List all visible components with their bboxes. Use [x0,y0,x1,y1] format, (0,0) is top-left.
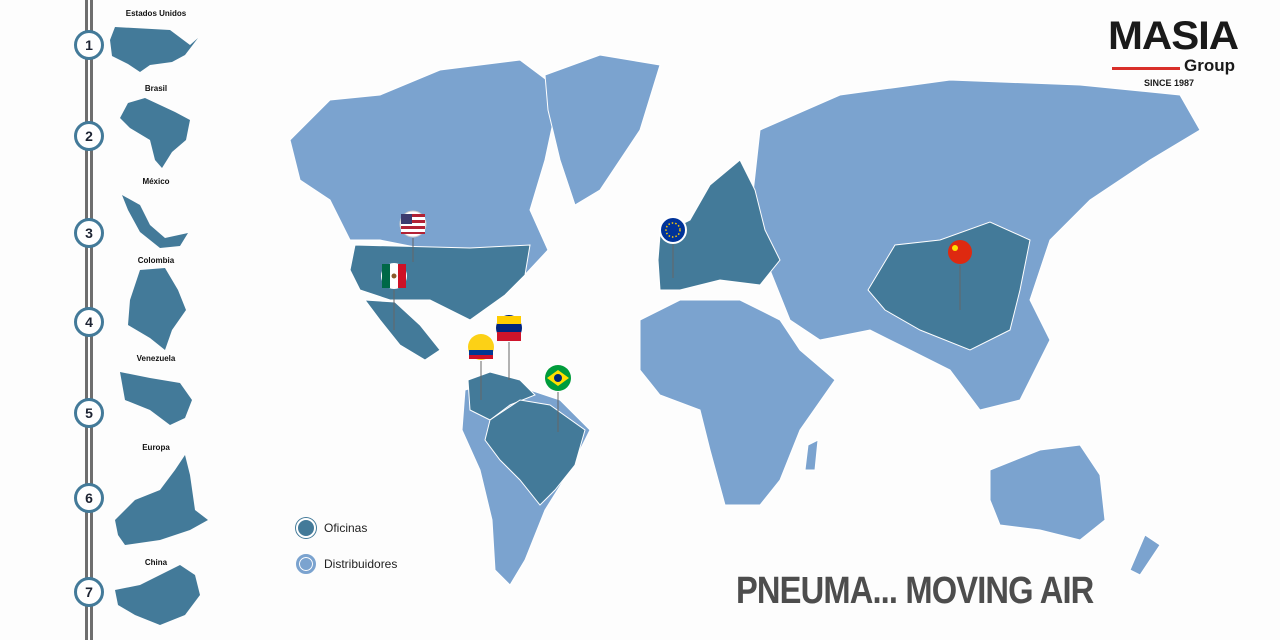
logo-since: SINCE 1987 [1144,78,1195,88]
distributor-swatch-icon [296,554,316,574]
africa [639,299,836,506]
step-label: Europa [142,443,170,452]
distributor-regions [289,54,1201,586]
china-pin [948,240,972,310]
usa-silhouette [110,27,198,72]
china-region [867,221,1031,351]
mexico-silhouette [122,195,188,248]
legend-offices: Oficinas [296,518,367,538]
sidebar-silhouettes [110,27,208,625]
step-number: 6 [74,483,104,513]
logo-name: MASIA [1108,14,1239,58]
brazil-pin [545,365,571,432]
venezuela-silhouette [120,372,192,425]
step-label: Brasil [144,84,168,93]
map-pins [381,210,972,432]
mexico-region [363,299,441,361]
europe-region [657,159,781,291]
new-zealand [1129,534,1161,576]
step-number: 4 [74,307,104,337]
step-label: México [142,177,170,186]
brazil-silhouette [120,98,190,168]
eu-flag-icon [659,216,687,244]
china-flag-icon [948,240,972,264]
colombia-silhouette [128,268,186,350]
legend-distributors: Distribuidores [296,554,397,574]
step-number: 5 [74,398,104,428]
colombia-pin [468,334,494,400]
north-america [289,59,561,281]
greenland [544,54,661,206]
step-label: Venezuela [136,354,176,363]
venezuela-pin [496,315,522,380]
mexico-flag-icon [382,264,390,288]
step-label: China [144,558,168,567]
legend-label: Oficinas [324,521,368,535]
china-silhouette [115,565,200,625]
logo-underline [1112,67,1180,70]
brazil-region [484,399,586,506]
step-number: 7 [74,577,104,607]
masia-group-logo: MASIA Group SINCE 1987 [1108,14,1248,88]
usa-pin [399,210,427,262]
australia [989,444,1106,541]
step-number: 2 [74,121,104,151]
office-swatch-icon [296,518,316,538]
step-number: 3 [74,218,104,248]
eu-pin [659,216,687,278]
legend-label: Distribuidores [324,557,398,571]
slogan: PNEUMA... MOVING AIR [736,570,1094,612]
logo-sub: Group [1184,56,1235,75]
step-label: Colombia [137,256,175,265]
madagascar [804,439,819,471]
mexico-pin [381,263,407,330]
step-label: Estados Unidos [125,9,187,18]
europe-silhouette [115,455,208,545]
step-number: 1 [74,30,104,60]
